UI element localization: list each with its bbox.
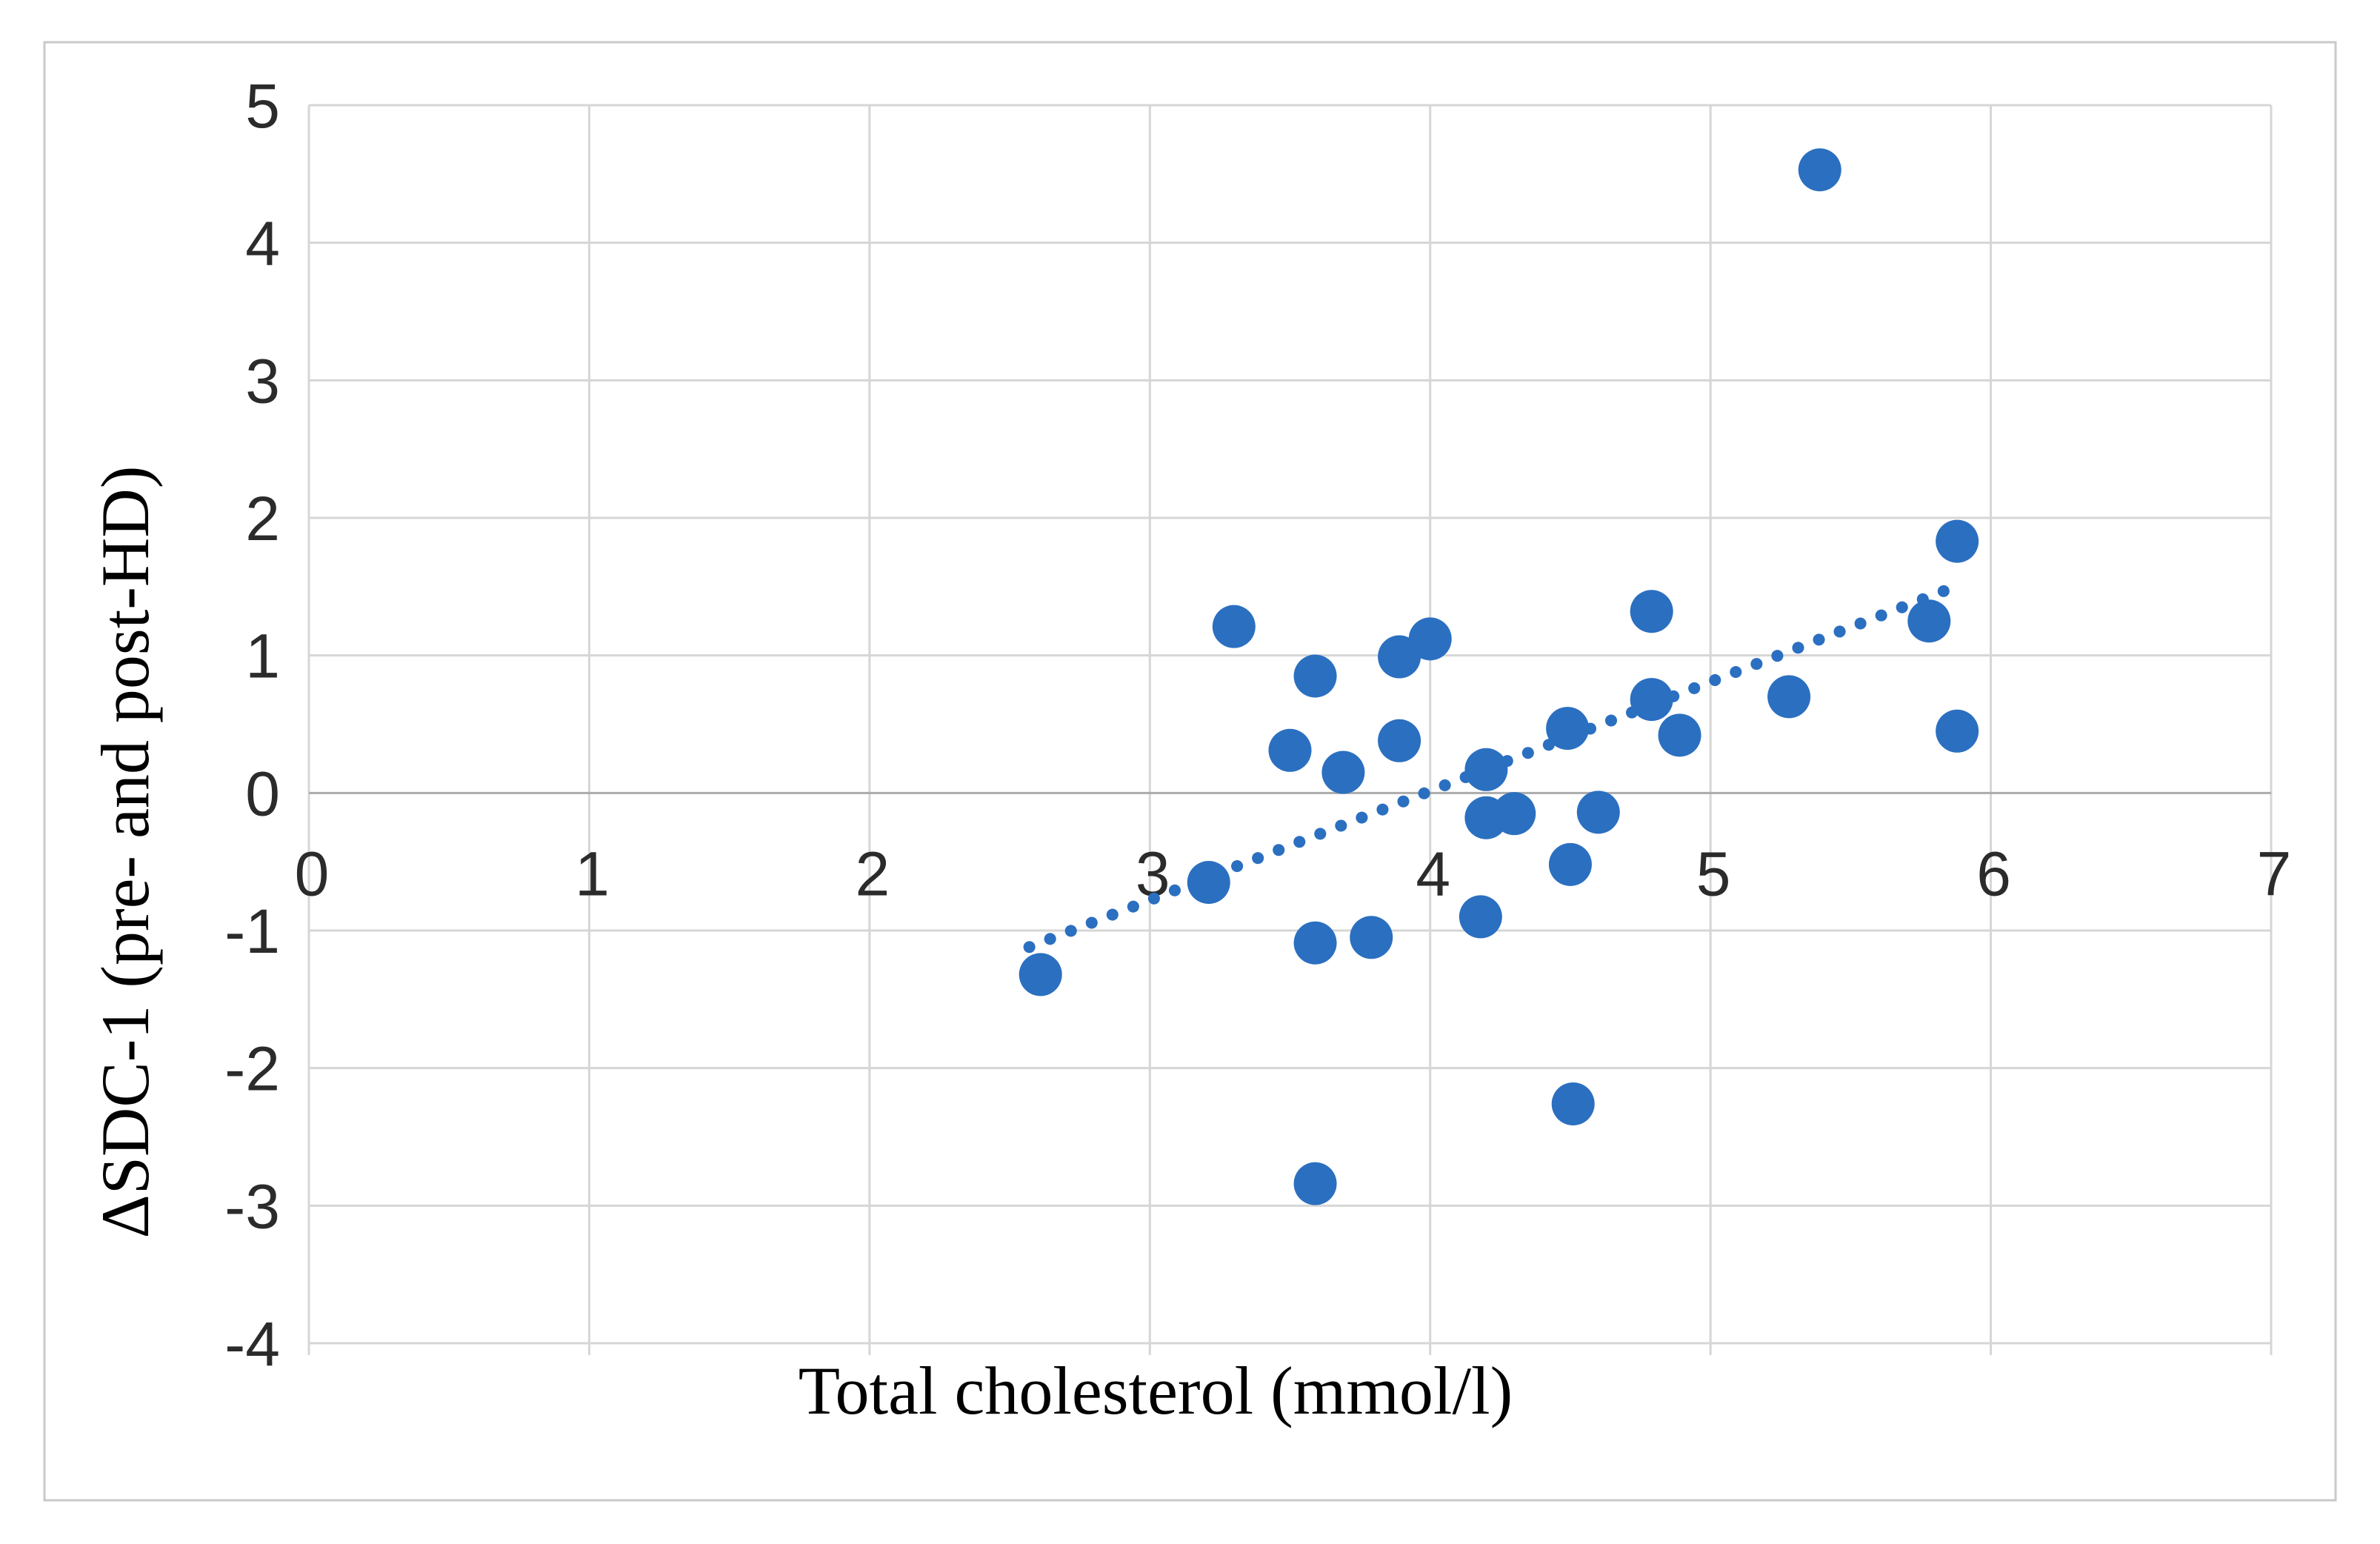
x-tick-label: 6 bbox=[1976, 839, 2011, 908]
data-point bbox=[1321, 751, 1365, 794]
data-point bbox=[1293, 921, 1337, 965]
y-tick-label: 4 bbox=[245, 209, 280, 279]
data-point bbox=[1548, 842, 1592, 886]
x-tick-label: 7 bbox=[2257, 839, 2292, 908]
data-point bbox=[1212, 605, 1256, 648]
data-point bbox=[1019, 953, 1062, 996]
y-tick-label: 5 bbox=[245, 71, 280, 141]
data-point bbox=[1493, 792, 1536, 836]
data-point bbox=[1936, 519, 1979, 563]
data-point bbox=[1378, 719, 1421, 762]
data-point bbox=[1546, 707, 1590, 751]
data-point bbox=[1907, 599, 1951, 643]
x-tick-label: 2 bbox=[855, 839, 890, 908]
data-point bbox=[1576, 791, 1620, 834]
data-point bbox=[1293, 654, 1337, 698]
x-axis-title: Total cholesterol (mmol/l) bbox=[799, 1353, 1513, 1428]
x-tick-label: 0 bbox=[295, 839, 330, 908]
data-point bbox=[1459, 895, 1502, 939]
y-tick-label: -3 bbox=[224, 1171, 280, 1241]
axis-tick-marks bbox=[307, 1343, 2273, 1355]
y-tick-label: 2 bbox=[245, 484, 280, 553]
data-point bbox=[1350, 916, 1393, 959]
y-tick-label: 0 bbox=[245, 759, 280, 828]
data-point bbox=[1767, 675, 1811, 719]
data-point bbox=[1464, 748, 1508, 791]
y-axis-title: ΔSDC-1 (pre- and post-HD) bbox=[87, 466, 163, 1239]
x-tick-label: 1 bbox=[575, 839, 610, 908]
data-point bbox=[1630, 590, 1673, 633]
y-tick-label: 3 bbox=[245, 346, 280, 416]
data-point bbox=[1551, 1082, 1595, 1125]
data-point bbox=[1630, 678, 1673, 722]
data-point bbox=[1268, 728, 1312, 772]
y-tick-label: -4 bbox=[224, 1309, 280, 1379]
x-tick-label: 4 bbox=[1416, 839, 1450, 908]
data-point bbox=[1293, 1162, 1337, 1205]
data-points-group bbox=[1019, 148, 1979, 1205]
data-point bbox=[1187, 861, 1230, 905]
data-point bbox=[1408, 617, 1452, 661]
data-point bbox=[1798, 148, 1841, 192]
data-point bbox=[1936, 709, 1979, 753]
y-tick-label: -2 bbox=[224, 1034, 280, 1104]
figure-border bbox=[43, 41, 2337, 1502]
y-tick-label: 1 bbox=[245, 622, 280, 691]
gridlines bbox=[307, 104, 2273, 1345]
data-point bbox=[1658, 713, 1701, 757]
x-tick-label: 5 bbox=[1696, 839, 1731, 908]
y-tick-label: -1 bbox=[224, 896, 280, 966]
